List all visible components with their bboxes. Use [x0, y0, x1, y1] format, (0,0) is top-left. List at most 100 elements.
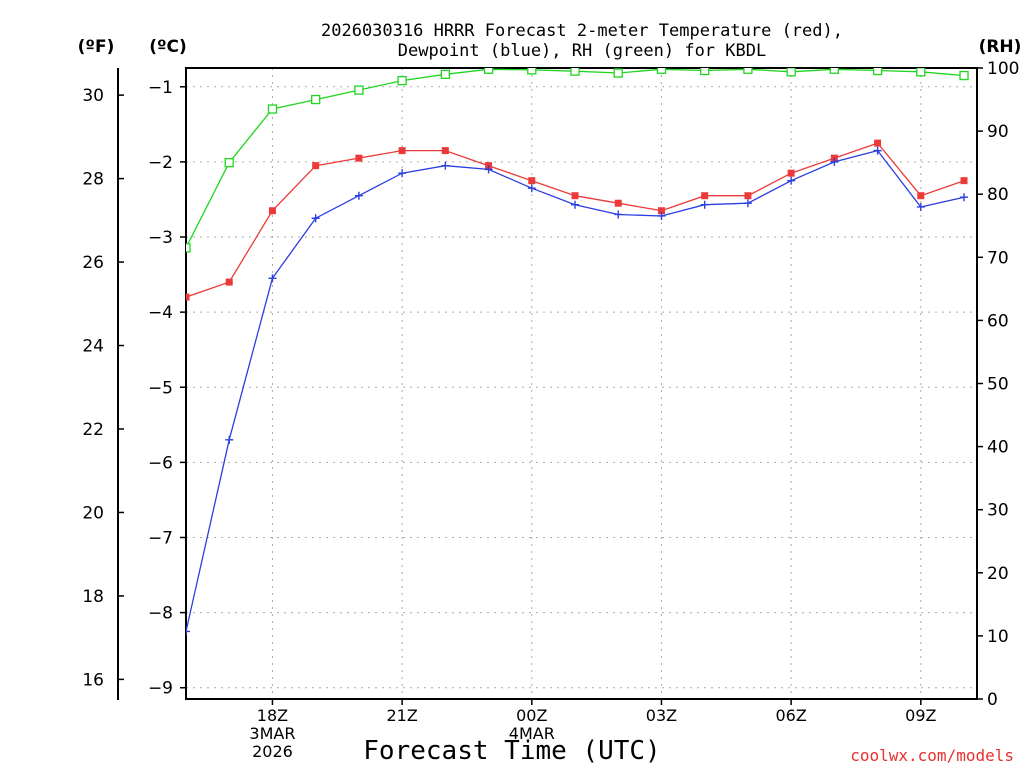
- rh-tick-label: 100: [987, 59, 1019, 79]
- rh-point: [224, 157, 234, 168]
- rh-tick-label: 80: [987, 185, 1009, 205]
- rh-tick-label: 0: [987, 690, 998, 710]
- dewpoint-point: [225, 435, 234, 444]
- dewpoint-line: [186, 149, 965, 632]
- celsius-tick-label: −1: [148, 78, 173, 98]
- rh-point: [829, 68, 840, 74]
- fahrenheit-unit-label: (ºF): [78, 37, 115, 57]
- x-tick-label: 18Z: [257, 706, 288, 725]
- rh-point: [656, 68, 667, 74]
- temperature-point: [312, 162, 320, 170]
- celsius-tick-label: −7: [148, 528, 173, 548]
- tick-labels: −1−2−3−4−5−6−7−8−93028262422201816100908…: [82, 59, 1019, 761]
- x-tick-label: 00Z: [516, 706, 547, 725]
- dewpoint-point: [743, 199, 752, 208]
- plot-frame: [185, 67, 978, 700]
- rh-point: [311, 94, 321, 105]
- temperature-point: [186, 293, 190, 301]
- celsius-tick-label: −6: [148, 453, 173, 473]
- rh-tick-label: 10: [987, 627, 1009, 647]
- rh-tick-label: 60: [987, 311, 1009, 331]
- rh-point: [186, 243, 191, 253]
- dewpoint-point: [830, 157, 839, 166]
- axes: [117, 67, 983, 705]
- celsius-unit-label: (ºC): [149, 37, 187, 57]
- rh-point: [959, 70, 969, 81]
- fahrenheit-tick-label: 20: [82, 503, 104, 523]
- dewpoint-point: [398, 169, 407, 178]
- grid: [186, 68, 977, 699]
- dewpoint-point: [311, 214, 320, 223]
- x-tick-label: 3MAR: [249, 724, 295, 743]
- x-axis-label: Forecast Time (UTC): [363, 736, 660, 766]
- credit-link[interactable]: coolwx.com/models: [850, 746, 1014, 765]
- rh-point: [440, 69, 450, 79]
- dewpoint-point: [354, 191, 363, 200]
- rh-unit-label: (RH): [979, 37, 1022, 57]
- dewpoint-point: [614, 210, 623, 219]
- rh-point: [527, 68, 537, 75]
- temperature-point: [441, 147, 449, 155]
- rh-tick-label: 30: [987, 501, 1009, 521]
- temperature-point: [874, 139, 882, 147]
- x-tick-label: 09Z: [905, 706, 936, 725]
- dewpoint-point: [787, 176, 796, 185]
- series-group: [186, 68, 969, 636]
- rh-point: [570, 68, 580, 76]
- temperature-point: [657, 207, 665, 215]
- rh-point: [267, 104, 278, 114]
- rh-point: [786, 68, 796, 77]
- dewpoint-point: [960, 193, 969, 202]
- temperature-point: [614, 199, 622, 207]
- rh-point: [872, 68, 883, 76]
- celsius-tick-label: −8: [148, 604, 173, 624]
- x-tick-label: 4MAR: [509, 724, 555, 743]
- temperature-line: [186, 142, 965, 298]
- dewpoint-point: [916, 202, 925, 211]
- x-tick-label: 2026: [252, 742, 293, 761]
- dewpoint-point: [441, 161, 450, 170]
- temperature-point: [355, 154, 363, 162]
- dewpoint-point: [657, 211, 666, 220]
- rh-point: [354, 85, 364, 95]
- temperature-point: [268, 207, 276, 215]
- temperature-point: [398, 147, 406, 155]
- fahrenheit-tick-label: 16: [82, 670, 104, 690]
- dewpoint-point: [186, 627, 190, 636]
- x-tick-label: 03Z: [646, 706, 677, 725]
- rh-tick-label: 50: [987, 375, 1009, 395]
- celsius-tick-label: −5: [148, 378, 173, 398]
- fahrenheit-tick-label: 22: [82, 420, 104, 440]
- celsius-tick-label: −2: [148, 153, 173, 173]
- dewpoint-point: [268, 274, 277, 283]
- chart-title-line-2: Dewpoint (blue), RH (green) for KBDL: [398, 41, 766, 61]
- rh-tick-label: 70: [987, 248, 1009, 268]
- temperature-point: [960, 177, 968, 185]
- x-tick-label: 06Z: [775, 706, 806, 725]
- temperature-point: [917, 192, 925, 200]
- fahrenheit-tick-label: 26: [82, 253, 104, 273]
- dewpoint-point: [700, 200, 709, 209]
- fahrenheit-tick-label: 30: [82, 86, 104, 106]
- temperature-point: [701, 192, 709, 200]
- temperature-point: [744, 192, 752, 200]
- rh-tick-label: 20: [987, 564, 1009, 584]
- temperature-point: [787, 169, 795, 177]
- celsius-tick-label: −3: [148, 228, 173, 248]
- series-lines: [186, 68, 969, 636]
- temperature-point: [225, 278, 233, 286]
- chart-title-line-1: 2026030316 HRRR Forecast 2-meter Tempera…: [321, 21, 843, 41]
- fahrenheit-tick-label: 24: [82, 337, 104, 357]
- temperature-point: [528, 177, 536, 185]
- rh-point: [916, 68, 926, 77]
- dewpoint-point: [571, 200, 580, 209]
- rh-point: [743, 68, 753, 74]
- rh-tick-label: 40: [987, 438, 1009, 458]
- fahrenheit-tick-label: 18: [82, 587, 104, 607]
- rh-tick-label: 90: [987, 122, 1009, 142]
- rh-point: [397, 75, 407, 86]
- dewpoint-point: [527, 184, 536, 193]
- celsius-tick-label: −9: [148, 679, 173, 699]
- dewpoint-point: [484, 165, 493, 174]
